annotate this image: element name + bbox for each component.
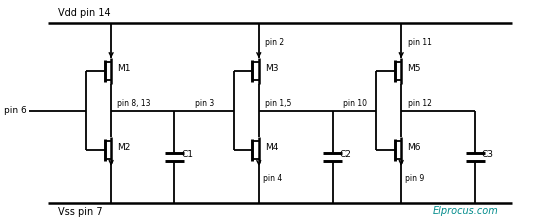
Text: pin 1,5: pin 1,5 — [265, 99, 292, 108]
Text: M3: M3 — [265, 64, 279, 73]
Text: Elprocus.com: Elprocus.com — [433, 206, 499, 216]
Text: C2: C2 — [340, 150, 351, 159]
Text: pin 6: pin 6 — [4, 106, 27, 115]
Text: pin 9: pin 9 — [405, 174, 425, 183]
Text: M4: M4 — [265, 143, 279, 152]
Text: C1: C1 — [181, 150, 194, 159]
Text: pin 2: pin 2 — [265, 38, 284, 47]
Text: pin 11: pin 11 — [407, 38, 431, 47]
Text: M1: M1 — [118, 64, 131, 73]
Text: C3: C3 — [482, 150, 494, 159]
Text: pin 10: pin 10 — [342, 99, 367, 108]
Text: M2: M2 — [118, 143, 131, 152]
Text: Vdd pin 14: Vdd pin 14 — [58, 8, 111, 18]
Text: M5: M5 — [407, 64, 421, 73]
Text: M6: M6 — [407, 143, 421, 152]
Text: pin 12: pin 12 — [407, 99, 431, 108]
Text: pin 4: pin 4 — [263, 174, 282, 183]
Text: pin 3: pin 3 — [195, 99, 214, 108]
Text: Vss pin 7: Vss pin 7 — [58, 207, 103, 217]
Text: pin 8, 13: pin 8, 13 — [118, 99, 151, 108]
